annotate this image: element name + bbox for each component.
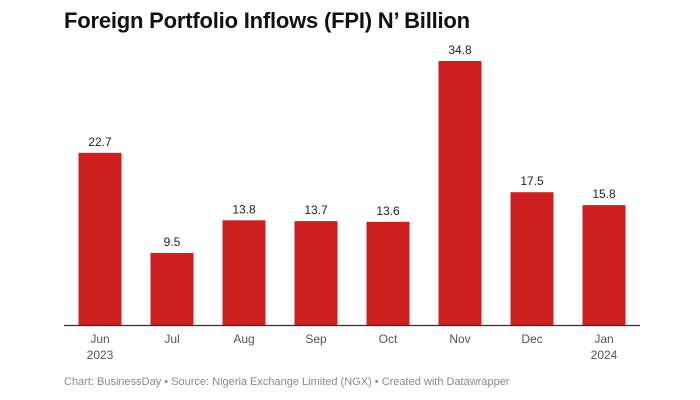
value-label-dec: 17.5 xyxy=(520,174,544,188)
x-tick-label-jan: Jan xyxy=(594,332,613,346)
x-tick-label-dec: Dec xyxy=(521,332,542,346)
bar-chart: 22.7 Jun 2023 9.5 Jul 13.8 Aug 13.7 Sep 13.6 Oct 34… xyxy=(64,43,640,362)
value-label-nov: 34.8 xyxy=(448,43,472,57)
x-tick-label-nov: Nov xyxy=(449,332,470,346)
value-label-jan: 15.8 xyxy=(592,187,616,201)
bar-jan xyxy=(582,205,626,325)
value-label-jul: 9.5 xyxy=(164,235,181,249)
bar-dec xyxy=(510,192,554,325)
x-tick-label-jan-year: 2024 xyxy=(591,348,618,362)
bar-sep xyxy=(294,221,338,325)
bar-jul xyxy=(150,252,194,325)
footer-separator-2: • xyxy=(371,376,382,388)
value-label-aug: 13.8 xyxy=(232,202,256,216)
bar-aug xyxy=(222,220,266,325)
chart-footer: Chart: BusinessDay • Source: Nigeria Exc… xyxy=(64,376,509,388)
bar-nov xyxy=(438,61,482,325)
x-tick-label-jun-year: 2023 xyxy=(87,348,114,362)
bar-oct xyxy=(366,221,410,325)
x-tick-label-oct: Oct xyxy=(379,332,398,346)
chart-title: Foreign Portfolio Inflows (FPI) N’ Billi… xyxy=(64,8,470,33)
chart-created-with: Created with Datawrapper xyxy=(381,376,510,388)
x-tick-label-aug: Aug xyxy=(233,332,254,346)
x-tick-label-sep: Sep xyxy=(305,332,327,346)
x-tick-label-jun: Jun xyxy=(90,332,109,346)
value-label-jun: 22.7 xyxy=(88,135,112,149)
footer-separator-1: • xyxy=(161,376,172,388)
chart-credit: Chart: BusinessDay xyxy=(64,376,162,388)
x-tick-label-jul: Jul xyxy=(164,332,179,346)
value-label-sep: 13.7 xyxy=(304,203,328,217)
bar-jun xyxy=(78,152,122,325)
value-label-oct: 13.6 xyxy=(376,204,400,218)
chart-source: Source: Nigeria Exchange Limited (NGX) xyxy=(171,376,372,388)
